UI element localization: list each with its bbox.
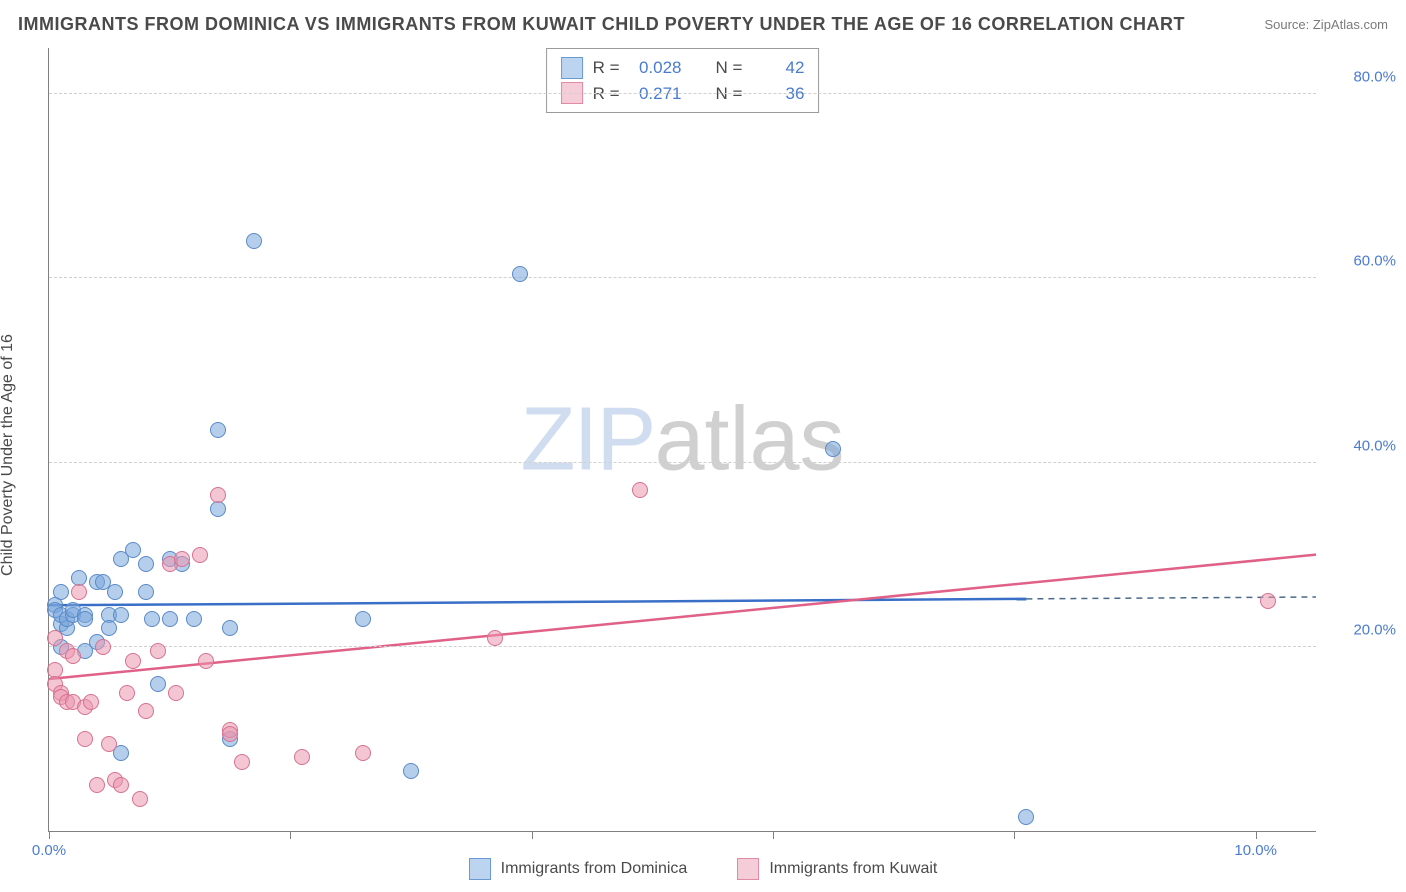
data-point-kuwait	[132, 791, 148, 807]
n-label: N =	[716, 55, 743, 81]
xtick-label: 0.0%	[32, 842, 66, 859]
legend-item-kuwait: Immigrants from Kuwait	[737, 858, 937, 880]
data-point-dominica	[246, 233, 262, 249]
xtick-label: 10.0%	[1234, 842, 1277, 859]
r-value: 0.028	[630, 55, 682, 81]
data-point-kuwait	[101, 736, 117, 752]
data-point-kuwait	[355, 745, 371, 761]
gridline	[49, 277, 1316, 278]
data-point-dominica	[825, 441, 841, 457]
watermark: ZIPatlas	[520, 388, 844, 491]
data-point-kuwait	[83, 694, 99, 710]
data-point-kuwait	[150, 643, 166, 659]
data-point-dominica	[186, 611, 202, 627]
ytick-label: 80.0%	[1326, 69, 1396, 86]
stats-row-dominica: R = 0.028 N = 42	[561, 55, 805, 81]
xtick	[1014, 831, 1015, 839]
data-point-kuwait	[95, 639, 111, 655]
data-point-dominica	[210, 422, 226, 438]
xtick	[773, 831, 774, 839]
xtick	[1256, 831, 1257, 839]
data-point-kuwait	[1260, 593, 1276, 609]
data-point-dominica	[53, 584, 69, 600]
data-point-kuwait	[168, 685, 184, 701]
data-point-kuwait	[138, 703, 154, 719]
data-point-dominica	[162, 611, 178, 627]
ytick-label: 60.0%	[1326, 253, 1396, 270]
data-point-dominica	[144, 611, 160, 627]
source-label: Source: ZipAtlas.com	[1264, 17, 1388, 32]
legend-label: Immigrants from Dominica	[501, 860, 688, 878]
data-point-dominica	[210, 501, 226, 517]
watermark-zip: ZIP	[520, 389, 654, 489]
data-point-dominica	[138, 556, 154, 572]
legend-label: Immigrants from Kuwait	[769, 860, 937, 878]
data-point-kuwait	[71, 584, 87, 600]
data-point-dominica	[138, 584, 154, 600]
data-point-kuwait	[192, 547, 208, 563]
data-point-kuwait	[65, 648, 81, 664]
gridline	[49, 646, 1316, 647]
data-point-kuwait	[632, 482, 648, 498]
data-point-kuwait	[47, 630, 63, 646]
series-legend: Immigrants from Dominica Immigrants from …	[0, 858, 1406, 880]
data-point-kuwait	[222, 726, 238, 742]
data-point-dominica	[512, 266, 528, 282]
data-point-dominica	[107, 584, 123, 600]
data-point-dominica	[222, 620, 238, 636]
watermark-atlas: atlas	[654, 389, 844, 489]
data-point-dominica	[403, 763, 419, 779]
data-point-kuwait	[77, 731, 93, 747]
legend-item-dominica: Immigrants from Dominica	[469, 858, 688, 880]
data-point-dominica	[113, 607, 129, 623]
ytick-label: 40.0%	[1326, 437, 1396, 454]
data-point-dominica	[355, 611, 371, 627]
chart-title: IMMIGRANTS FROM DOMINICA VS IMMIGRANTS F…	[18, 14, 1185, 35]
gridline	[49, 93, 1316, 94]
data-point-kuwait	[487, 630, 503, 646]
xtick	[532, 831, 533, 839]
data-point-dominica	[125, 542, 141, 558]
stats-legend-box: R =0.028N =42R =0.271N =36	[546, 48, 820, 113]
scatter-plot: ZIPatlas R =0.028N =42R =0.271N =36 20.0…	[48, 48, 1316, 832]
data-point-dominica	[150, 676, 166, 692]
legend-swatch-dominica	[469, 858, 491, 880]
data-point-kuwait	[234, 754, 250, 770]
xtick	[49, 831, 50, 839]
xtick	[290, 831, 291, 839]
data-point-kuwait	[119, 685, 135, 701]
data-point-kuwait	[89, 777, 105, 793]
trendlines	[49, 48, 1316, 831]
data-point-kuwait	[125, 653, 141, 669]
trendline-dominica	[49, 599, 1026, 605]
data-point-kuwait	[294, 749, 310, 765]
data-point-kuwait	[198, 653, 214, 669]
n-value: 42	[752, 55, 804, 81]
data-point-kuwait	[210, 487, 226, 503]
swatch-dominica	[561, 57, 583, 79]
data-point-dominica	[1018, 809, 1034, 825]
ytick-label: 20.0%	[1326, 621, 1396, 638]
gridline	[49, 462, 1316, 463]
data-point-dominica	[77, 611, 93, 627]
data-point-kuwait	[113, 777, 129, 793]
data-point-dominica	[101, 620, 117, 636]
trendline-kuwait	[49, 555, 1316, 679]
r-label: R =	[593, 55, 620, 81]
y-axis-label: Child Poverty Under the Age of 16	[0, 334, 17, 576]
legend-swatch-kuwait	[737, 858, 759, 880]
data-point-kuwait	[174, 551, 190, 567]
